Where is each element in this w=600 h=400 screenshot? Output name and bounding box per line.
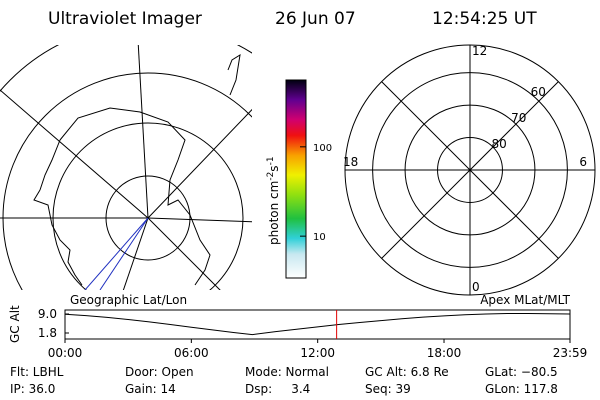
y-axis-label: GC Alt [8,305,22,343]
mlt-label: 0 [472,280,480,294]
status-field: Dsp: 3.4 [245,382,310,396]
status-field: Seq: 39 [365,382,411,396]
title: Ultraviolet Imager [48,9,202,29]
mlt-label: 18 [343,155,358,169]
status-field: GC Alt: 6.8 Re [365,365,449,379]
units-base: photon cm [267,181,281,245]
status-field: IP: 36.0 [10,382,55,396]
status-field: Door: Open [125,365,194,379]
lat-label: 60 [531,85,546,99]
spoke [381,81,559,259]
geographic-map [0,45,252,290]
units-mid: s [267,165,281,171]
map-label: Geographic Lat/Lon [70,293,187,307]
units-exp: -1 [266,156,276,165]
colorbar-tick-label: 10 [313,232,326,243]
colorbar [285,79,307,279]
map-label: Apex MLat/MLT [480,293,570,307]
colorbar-tick-label: 100 [313,143,332,154]
mlt-label: 6 [579,155,587,169]
timeline-frame [64,309,571,340]
status-field: Mode: Normal [245,365,329,379]
status-field: Gain: 14 [125,382,176,396]
status-field: Flt: LBHL [10,365,64,379]
date: 26 Jun 07 [275,9,356,29]
timeline: Geographic Lat/Lon Apex MLat/MLT GC Alt 9.0… [8,293,587,360]
status-field: GLat: −80.5 [485,365,558,379]
lat-label: 80 [492,137,507,151]
x-tick-label: 18:00 [427,346,462,360]
x-tick-label: 06:00 [174,346,209,360]
x-tick-label: 00:00 [48,346,83,360]
x-tick-label: 12:00 [300,346,335,360]
lat-label: 70 [511,111,526,125]
mlt-label: 12 [472,44,487,58]
colorbar-units: photon cm-2s-1 [266,156,281,245]
y-tick-label: 9.0 [38,307,57,321]
footer: Flt: LBHL Door: Open Mode: Normal GC Alt: 6… [10,365,558,396]
units-exp: -2 [266,172,276,181]
status-field: GLon: 117.8 [485,382,558,396]
altitude-curve [64,312,571,336]
time: 12:54:25 UT [432,9,537,29]
x-tick-label: 23:59 [553,346,588,360]
y-tick-label: 1.8 [38,326,57,340]
